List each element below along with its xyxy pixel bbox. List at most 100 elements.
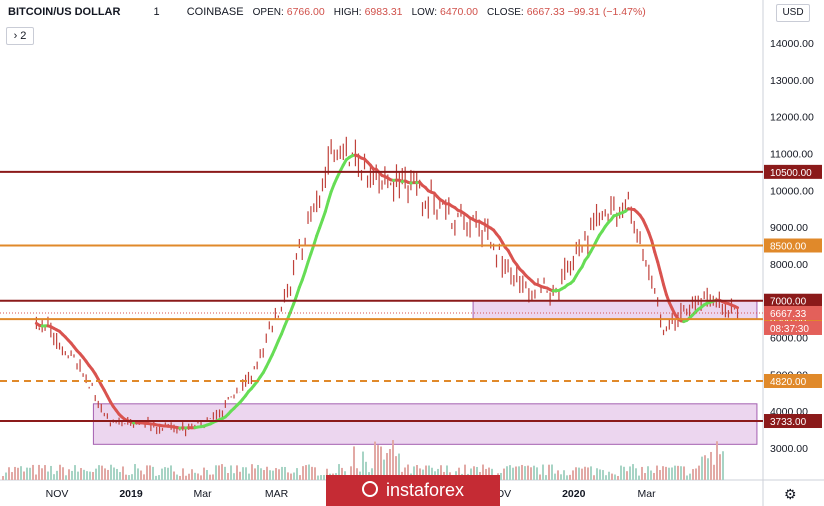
level-tag-5 xyxy=(764,414,822,429)
moving-average-segment xyxy=(303,260,310,273)
level-label-1: 8500.00 xyxy=(770,242,807,253)
volume-bar xyxy=(713,464,715,480)
collapse-indicators-button[interactable]: › 2 xyxy=(6,27,34,45)
instaforex-logo-icon xyxy=(361,481,378,497)
volume-bar xyxy=(317,475,319,480)
volume-bar xyxy=(110,464,112,480)
volume-bar xyxy=(140,470,142,480)
close-value: 6667.33 −99.31 (−1.47%) xyxy=(526,6,646,18)
level-label-5: 3733.00 xyxy=(770,417,807,428)
level-label-2: 7000.00 xyxy=(770,297,807,308)
volume-bar xyxy=(656,465,658,480)
volume-bar xyxy=(470,468,472,480)
level-tag-0 xyxy=(764,164,822,179)
volume-bar xyxy=(56,470,58,480)
volume-bar xyxy=(224,466,226,480)
volume-bar xyxy=(695,468,697,480)
volume-bar xyxy=(395,456,397,480)
volume-bar xyxy=(65,475,67,480)
symbol-name[interactable]: BITCOIN/US DOLLAR xyxy=(8,6,121,18)
volume-bar xyxy=(296,468,298,480)
moving-average-segment xyxy=(294,285,301,298)
volume-bar xyxy=(440,465,442,480)
volume-bar xyxy=(14,466,16,480)
x-tick-label-1: 2019 xyxy=(119,488,143,500)
volume-bar xyxy=(182,468,184,480)
volume-bar xyxy=(233,473,235,480)
y-tick-label-7: 10000.00 xyxy=(770,185,814,197)
volume-bar xyxy=(404,467,406,480)
volume-bar xyxy=(557,470,559,480)
volume-bar xyxy=(188,473,190,480)
volume-bar xyxy=(482,464,484,480)
level-label-3: 6500.00 xyxy=(770,315,807,326)
y-tick-label-5: 8000.00 xyxy=(770,259,808,271)
volume-bar xyxy=(200,475,202,480)
volume-bar xyxy=(689,473,691,480)
volume-bar xyxy=(377,445,379,480)
volume-bar xyxy=(122,466,124,480)
volume-bar xyxy=(485,468,487,480)
volume-bar xyxy=(263,470,265,480)
volume-bar xyxy=(680,466,682,480)
interval[interactable]: 1 xyxy=(153,6,160,18)
volume-bar xyxy=(716,441,718,480)
watermark-banner: instaforex xyxy=(326,475,500,506)
moving-average-segment xyxy=(662,283,668,297)
volume-bar xyxy=(563,470,565,480)
volume-bar xyxy=(629,466,631,480)
currency-button[interactable]: USD xyxy=(776,4,810,22)
volume-bar xyxy=(518,466,520,480)
volume-bar xyxy=(242,467,244,480)
volume-bar xyxy=(5,472,7,480)
countdown-label: 08:37:30 xyxy=(770,324,809,335)
high-value: 6983.31 xyxy=(364,6,403,18)
volume-bar xyxy=(458,467,460,480)
volume-bar xyxy=(362,451,364,480)
volume-bar xyxy=(158,475,160,480)
volume-bar xyxy=(464,464,466,480)
volume-bar xyxy=(701,456,703,480)
volume-bar xyxy=(683,466,685,480)
volume-bar xyxy=(212,474,214,480)
volume-bar xyxy=(236,465,238,480)
volume-bar xyxy=(50,465,52,480)
volume-bar xyxy=(218,465,220,480)
volume-bar xyxy=(131,474,133,480)
volume-bar xyxy=(287,472,289,480)
volume-bar xyxy=(155,475,157,480)
volume-bar xyxy=(44,465,46,480)
volume-bar xyxy=(692,469,694,480)
gear-icon[interactable]: ⚙ xyxy=(784,486,797,502)
volume-bar xyxy=(710,451,712,480)
volume-bar xyxy=(590,466,592,480)
volume-bar xyxy=(8,467,10,480)
x-tick-label-6: 2020 xyxy=(562,488,586,500)
volume-bar xyxy=(143,474,145,480)
volume-bar xyxy=(62,467,64,480)
volume-bar xyxy=(671,467,673,480)
volume-bar xyxy=(515,466,517,480)
volume-bar xyxy=(524,466,526,480)
volume-bar xyxy=(389,449,391,480)
volume-bar xyxy=(47,471,49,480)
volume-bar xyxy=(305,465,307,480)
volume-bar xyxy=(284,466,286,480)
y-tick-label-11: 14000.00 xyxy=(770,38,814,50)
volume-bar xyxy=(278,469,280,480)
volume-bar xyxy=(566,475,568,480)
volume-bar xyxy=(653,472,655,480)
volume-bar xyxy=(662,466,664,480)
volume-bar xyxy=(626,471,628,480)
volume-bar xyxy=(707,458,709,480)
volume-bar xyxy=(569,474,571,480)
volume-bar xyxy=(542,464,544,480)
volume-bar xyxy=(668,467,670,480)
volume-bar xyxy=(374,441,376,480)
volume-bar xyxy=(503,468,505,480)
volume-bar xyxy=(650,470,652,480)
moving-average-segment xyxy=(732,304,740,310)
level-label-4: 4820.00 xyxy=(770,377,807,388)
volume-bar xyxy=(89,471,91,480)
